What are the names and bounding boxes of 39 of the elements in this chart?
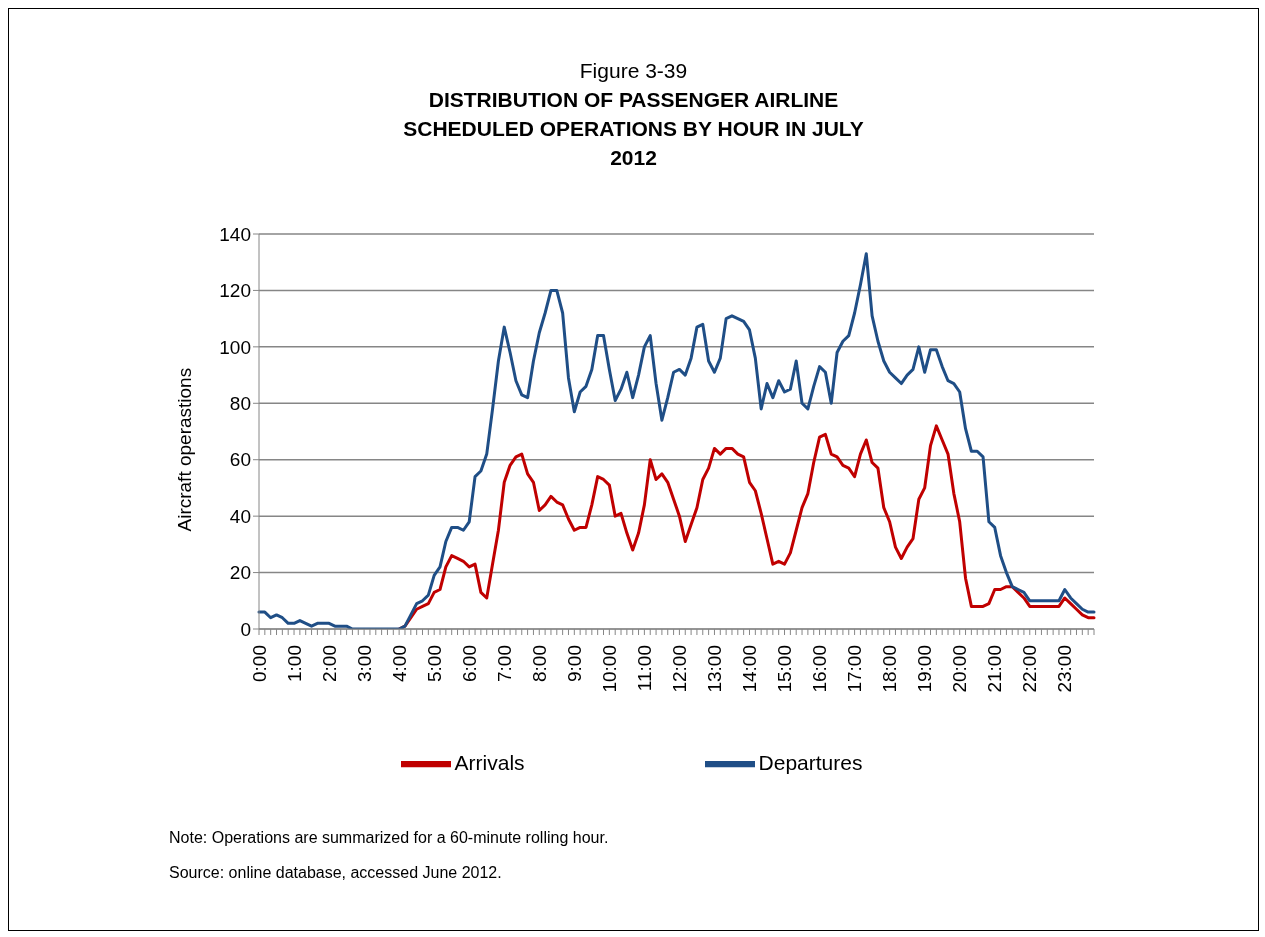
- x-tick-label: 21:00: [984, 645, 1006, 693]
- x-tick-label: 4:00: [388, 645, 410, 682]
- y-tick-label: 20: [229, 562, 251, 584]
- chart-subtitle: Figure 3-39: [578, 58, 689, 84]
- x-tick-label: 7:00: [493, 645, 515, 682]
- x-tick-label: 0:00: [248, 645, 270, 682]
- y-tick-label: 120: [219, 280, 251, 302]
- x-tick-label: 3:00: [353, 645, 375, 682]
- x-tick-label: 20:00: [949, 645, 971, 693]
- x-tick-label: 12:00: [668, 645, 690, 693]
- y-tick-label: 60: [229, 449, 251, 471]
- x-tick-label: 17:00: [844, 645, 866, 693]
- y-axis-title: Aircraft operastions: [173, 367, 195, 532]
- source-note: Source: online database, accessed June 2012.: [169, 864, 503, 882]
- x-tick-label: 10:00: [598, 645, 620, 693]
- x-tick-label: 6:00: [458, 645, 480, 682]
- legend-label: Departures: [758, 750, 863, 774]
- x-tick-label: 9:00: [563, 645, 585, 682]
- x-tick-label: 2:00: [318, 645, 340, 682]
- legend-label: Arrivals: [454, 750, 525, 774]
- x-tick-label: 19:00: [914, 645, 936, 693]
- x-tick-label: 14:00: [738, 645, 760, 693]
- x-tick-label: 15:00: [774, 645, 796, 693]
- y-tick-label: 0: [240, 618, 251, 640]
- y-tick-label: 80: [229, 393, 251, 415]
- x-tick-label: 22:00: [1019, 645, 1041, 693]
- x-tick-label: 8:00: [528, 645, 550, 682]
- x-tick-label: 13:00: [703, 645, 725, 693]
- text: Note: Operations are summarized for a 60-minute rolling hour.: [169, 829, 609, 847]
- x-tick-label: 1:00: [283, 645, 305, 682]
- x-tick-label: 23:00: [1054, 645, 1076, 693]
- y-tick-label: 40: [229, 505, 251, 527]
- x-tick-label: 11:00: [633, 645, 655, 692]
- y-tick-label: 100: [219, 336, 251, 358]
- x-tick-label: 16:00: [809, 645, 831, 693]
- y-tick-label: 140: [219, 223, 251, 245]
- chart-title: DISTRIBUTION OF PASSENGER AIRLINE SCHEDULED OPERATIONS BY HOUR IN JULY 2012: [402, 87, 865, 171]
- x-tick-label: 18:00: [879, 645, 901, 693]
- x-tick-label: 5:00: [423, 645, 445, 682]
